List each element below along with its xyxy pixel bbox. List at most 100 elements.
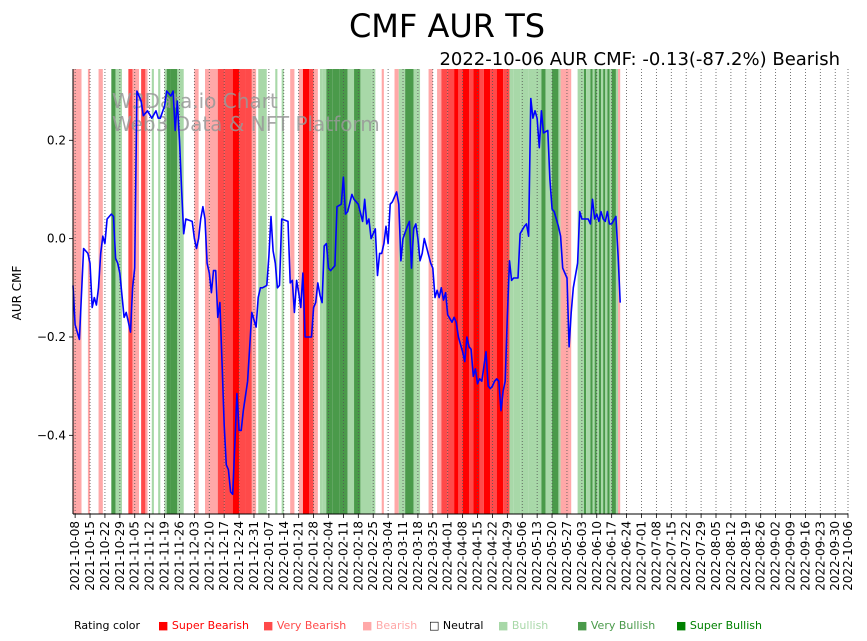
x-tick-label: 2022-01-28 (307, 521, 321, 591)
rating-band (592, 69, 595, 514)
x-tick-label: 2021-12-31 (247, 521, 261, 591)
legend-item: ■ Bullish (498, 619, 548, 632)
rating-band (528, 69, 536, 514)
chart-subtitle: 2022-10-06 AUR CMF: -0.13(-87.2%) Bearis… (439, 49, 840, 70)
legend: Rating color ■ Super Bearish ■ Very Beari… (74, 619, 762, 632)
legend-item: ■ Very Bearish (263, 619, 346, 632)
rating-band (447, 69, 455, 514)
x-tick-label: 2022-02-11 (336, 521, 350, 591)
rating-band (611, 69, 616, 514)
rating-band (87, 69, 91, 514)
x-tick-label: 2021-10-08 (68, 521, 82, 591)
x-tick-label: 2022-02-18 (351, 521, 365, 591)
y-tick-label: −0.4 (37, 428, 66, 442)
rating-band (98, 69, 103, 514)
y-tick-label: 0.0 (47, 232, 66, 246)
legend-item: ■ Super Bullish (676, 619, 762, 632)
legend-item: ■ Super Bearish (158, 619, 249, 632)
rating-band (520, 69, 529, 514)
rating-band (239, 69, 246, 514)
rating-band (469, 69, 474, 514)
rating-band (601, 69, 604, 514)
rating-band (132, 69, 140, 514)
x-tick-label: 2022-06-24 (620, 521, 634, 591)
rating-band (128, 69, 133, 514)
x-tick-label: 2022-09-23 (813, 521, 827, 591)
rating-band (141, 69, 146, 514)
x-tick-label: 2022-09-09 (784, 521, 798, 591)
rating-band (313, 69, 318, 514)
x-tick-label: 2022-07-29 (694, 521, 708, 591)
x-tick-label: 2021-12-03 (187, 521, 201, 591)
rating-band (569, 69, 572, 514)
rating-band (326, 69, 333, 514)
rating-band (164, 69, 167, 514)
x-tick-label: 2022-03-04 (381, 521, 395, 591)
rating-band (347, 69, 355, 514)
rating-band (319, 69, 323, 514)
x-tick-label: 2022-06-03 (575, 521, 589, 591)
rating-band (607, 69, 610, 514)
rating-band (115, 69, 122, 514)
x-tick-label: 2021-10-22 (98, 521, 112, 591)
x-tick-label: 2021-12-24 (232, 521, 246, 591)
rating-band (454, 69, 459, 514)
rating-band (166, 69, 171, 514)
rating-band (545, 69, 553, 514)
rating-band (151, 69, 154, 514)
x-ticks: 2021-10-08 2021-10-15 2021-10-22 2021-10-29… (68, 514, 855, 591)
x-tick-label: 2022-02-04 (321, 521, 335, 591)
rating-band (309, 69, 314, 514)
rating-band (583, 69, 587, 514)
x-tick-label: 2022-04-29 (500, 521, 514, 591)
rating-band (245, 69, 252, 514)
rating-band (603, 69, 606, 514)
rating-band (394, 69, 399, 514)
rating-band (73, 69, 82, 514)
rating-band (615, 69, 619, 514)
watermark: W3Data.io Chart Web3 Data & NFT Platform (112, 89, 380, 136)
x-tick-label: 2022-08-05 (709, 521, 723, 591)
rating-band (535, 69, 542, 514)
rating-band (428, 69, 433, 514)
watermark-line-2: Web3 Data & NFT Platform (112, 112, 380, 136)
x-tick-label: 2022-04-08 (456, 521, 470, 591)
rating-band (262, 69, 267, 514)
chart-title: CMF AUR TS (349, 7, 545, 45)
x-tick-label: 2021-10-15 (83, 521, 97, 591)
y-tick-label: 0.2 (47, 133, 66, 147)
rating-band (483, 69, 491, 514)
rating-band (590, 69, 593, 514)
x-tick-label: 2022-04-01 (441, 521, 455, 591)
rating-band (605, 69, 608, 514)
x-tick-label: 2022-03-25 (426, 521, 440, 591)
rating-band (413, 69, 418, 514)
rating-band (473, 69, 480, 514)
x-tick-label: 2021-11-12 (143, 521, 157, 591)
x-tick-label: 2022-05-27 (560, 521, 574, 591)
x-tick-label: 2022-07-15 (664, 521, 678, 591)
rating-band (194, 69, 199, 514)
rating-band (598, 69, 602, 514)
rating-band (281, 69, 284, 514)
rating-band (360, 69, 372, 514)
x-tick-label: 2022-07-22 (679, 521, 693, 591)
x-tick-label: 2021-12-17 (217, 521, 231, 591)
legend-title: Rating color (74, 619, 141, 632)
x-tick-label: 2021-11-05 (128, 521, 142, 591)
rating-band (609, 69, 612, 514)
rating-band (170, 69, 178, 514)
x-tick-label: 2022-08-19 (739, 521, 753, 591)
rating-band (275, 69, 278, 514)
x-tick-label: 2022-08-26 (754, 521, 768, 591)
x-tick-label: 2022-02-25 (366, 521, 380, 591)
y-tick-label: −0.2 (37, 330, 66, 344)
cmf-series-line (72, 90, 621, 496)
x-tick-label: 2022-10-06 (841, 521, 855, 591)
x-tick-label: 2022-09-16 (798, 521, 812, 591)
y-axis-label: AUR CMF (10, 266, 24, 321)
rating-band (577, 69, 584, 514)
x-tick-label: 2021-12-10 (202, 521, 216, 591)
axes (72, 69, 848, 515)
